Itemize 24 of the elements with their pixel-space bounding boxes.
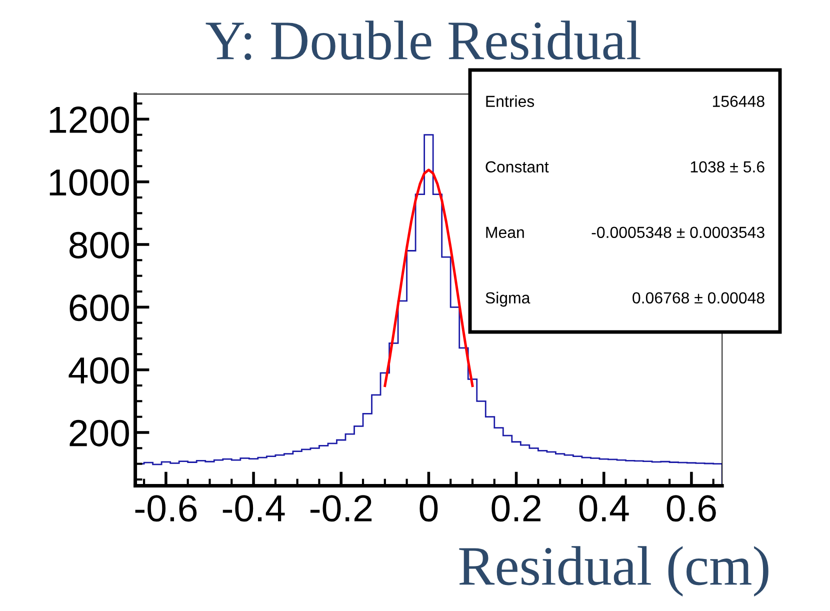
y-tick-label: 800 [69, 232, 129, 258]
annotation: Constant [486, 161, 549, 173]
y-tick-label: 200 [70, 420, 129, 446]
annotation: 156448 [712, 96, 764, 108]
annotation: 0.06768 ± 0.00048 [632, 292, 764, 304]
y-tick-label: 1200 [50, 106, 129, 134]
annotation: Sigma [486, 292, 530, 307]
line-series [384, 168, 474, 388]
x-tick-label: 0.6 [666, 495, 716, 522]
x-tick-label: -0.6 [135, 495, 197, 522]
annotation: 1038 ± 5.6 [690, 161, 764, 173]
annotation: -0.0005348 ± 0.0003543 [592, 226, 764, 238]
annotation: Entries [486, 95, 534, 108]
y-tick-label: 600 [70, 294, 129, 322]
x-tick-label: -0.2 [310, 495, 372, 522]
x-tick-label: 0.4 [579, 495, 629, 522]
x-axis-title: Residual (cm) [459, 546, 768, 596]
y-tick-label: 400 [68, 357, 129, 384]
chart-title: Y: Double Residual [206, 20, 640, 60]
y-tick-label: 1000 [50, 169, 129, 196]
x-tick-label: 0 [420, 495, 438, 522]
annotation: Mean [486, 226, 524, 238]
x-tick-label: -0.4 [222, 495, 285, 522]
x-tick-label: 0.2 [492, 495, 540, 522]
